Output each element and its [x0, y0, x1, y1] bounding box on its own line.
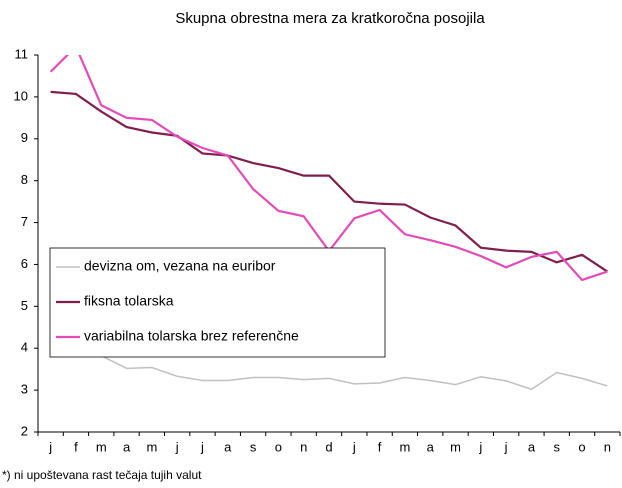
y-tick-label: 6	[21, 256, 28, 271]
y-tick-label: 7	[21, 214, 28, 229]
legend-label: variabilna tolarska brez referenčne	[84, 328, 299, 344]
y-tick-label: 3	[21, 382, 28, 397]
legend-box	[49, 247, 386, 358]
y-tick-label: 8	[21, 172, 28, 187]
x-tick-label: o	[578, 439, 585, 454]
x-tick-label: s	[250, 439, 257, 454]
x-tick-label: m	[399, 439, 410, 454]
footnote: *) ni upoštevana rast tečaja tujih valut	[2, 468, 202, 482]
series-line	[49, 55, 608, 282]
x-tick-label: f	[74, 439, 78, 454]
x-tick-label: m	[96, 439, 107, 454]
chart-title: Skupna obrestna mera za kratkoročna poso…	[175, 10, 485, 27]
y-tick-label: 5	[21, 298, 28, 313]
x-tick-label: j	[175, 439, 179, 454]
x-tick-label: j	[504, 439, 508, 454]
x-tick-label: o	[275, 439, 282, 454]
series-line	[50, 90, 608, 273]
x-tick-label: a	[123, 439, 131, 454]
x-tick-label: n	[604, 439, 611, 454]
x-tick-label: j	[478, 439, 482, 454]
legend: devizna om, vezana na euribor fiksna tola…	[49, 247, 386, 358]
x-tick-label: n	[300, 439, 307, 454]
x-tick-label: a	[427, 439, 435, 454]
y-tick-label: 11	[15, 46, 29, 61]
x-tick-label: s	[553, 439, 560, 454]
x-tick-label: m	[450, 439, 461, 454]
y-tick-label: 2	[21, 423, 28, 438]
y-tick-label: 4	[21, 340, 28, 355]
y-tick-label: 10	[14, 88, 28, 103]
x-tick-label: a	[528, 439, 536, 454]
x-tick-label: d	[325, 439, 332, 454]
legend-label: devizna om, vezana na euribor	[84, 258, 276, 274]
x-tick-label: j	[200, 439, 204, 454]
series-line	[50, 350, 608, 391]
x-tick-label: m	[146, 439, 157, 454]
x-tick-label: j	[48, 439, 52, 454]
x-tick-label: j	[352, 439, 356, 454]
x-tick-label: a	[224, 439, 232, 454]
x-tick-label: f	[378, 439, 382, 454]
y-tick-label: 9	[21, 130, 28, 145]
legend-label: fiksna tolarska	[84, 293, 174, 309]
